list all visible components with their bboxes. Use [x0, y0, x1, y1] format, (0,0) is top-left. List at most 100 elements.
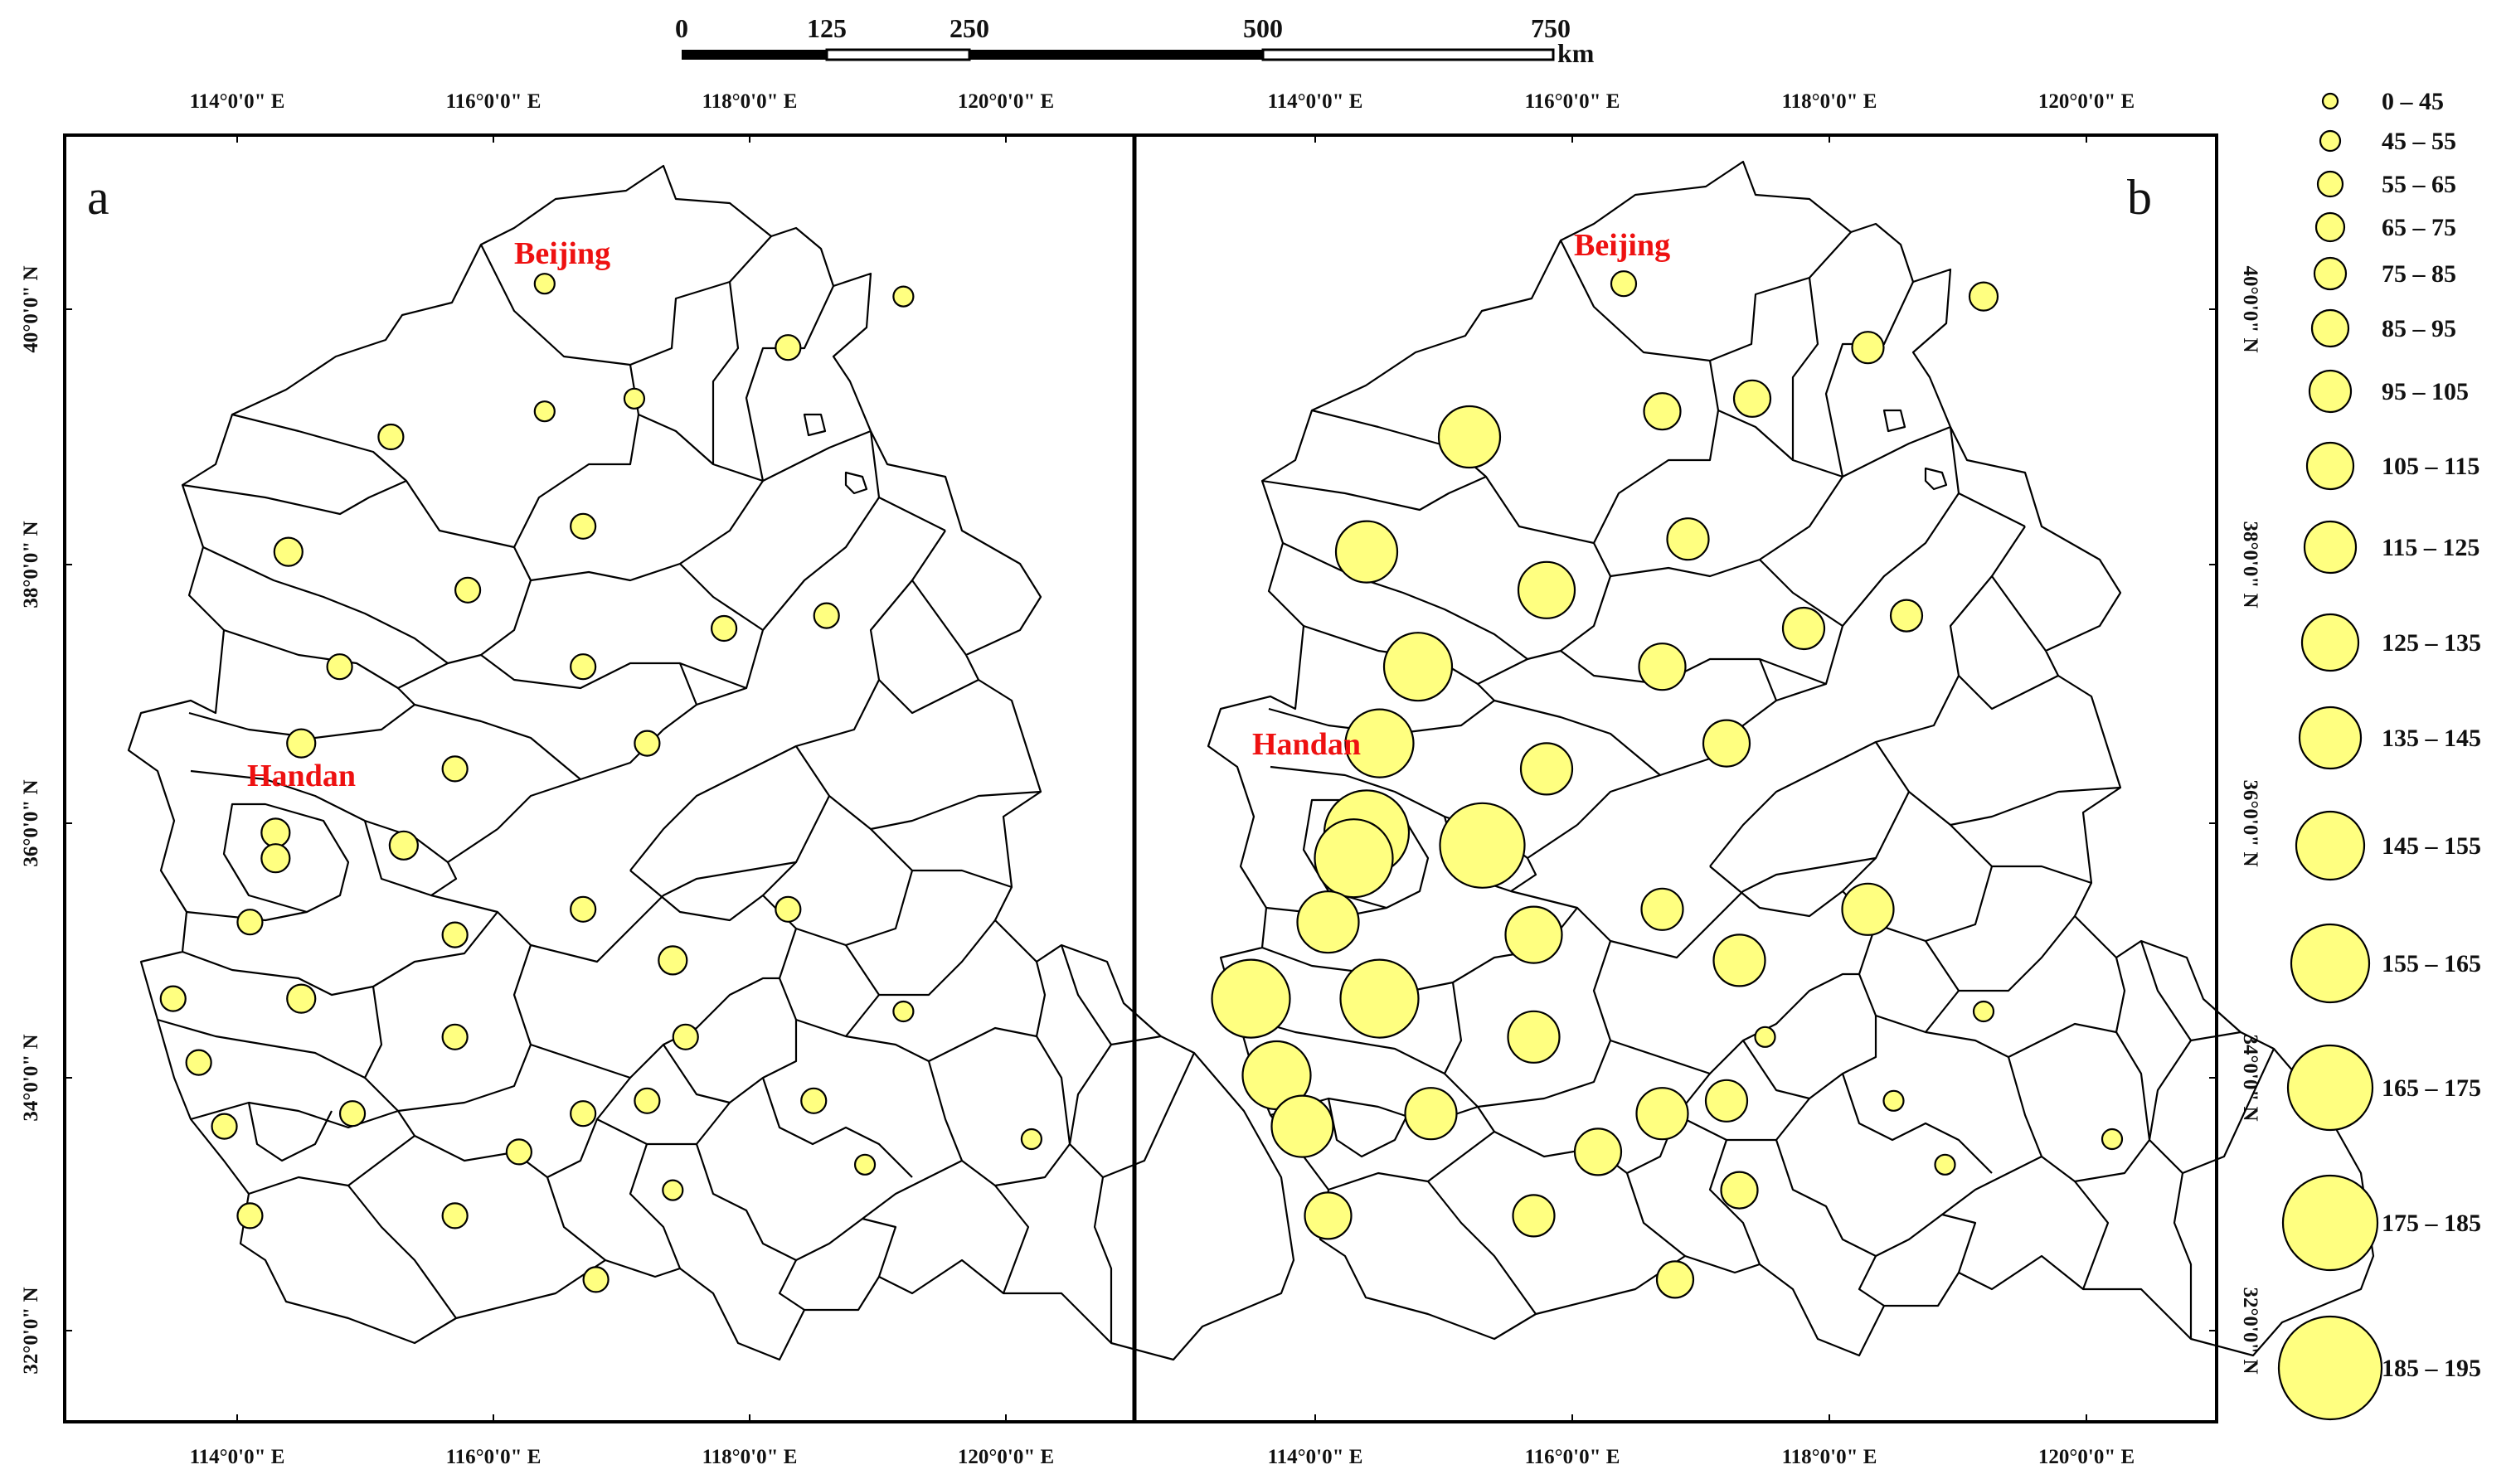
symbol-marker	[1519, 742, 1574, 796]
symbol-marker	[1720, 1171, 1759, 1210]
symbol-marker	[1296, 890, 1360, 954]
legend: 0 – 45 45 – 55 55 – 65 65 – 75 75 – 85 85 – 9…	[2277, 88, 2481, 1421]
symbol-marker	[1702, 719, 1751, 768]
legend-label: 165 – 175	[2382, 1074, 2481, 1102]
scale-tick-0: 0	[675, 13, 688, 43]
lon-label-118-a-top: 118°0'0" E	[702, 90, 798, 113]
symbol-marker	[533, 273, 556, 295]
symbol-marker	[1573, 1128, 1623, 1176]
panel-b-label-handan: Handan	[1252, 727, 1361, 762]
symbol-marker	[1934, 1153, 1956, 1176]
symbol-marker	[441, 1202, 469, 1229]
symbol-marker	[1666, 517, 1710, 561]
scale-tick-500: 500	[1243, 13, 1283, 43]
legend-label: 175 – 185	[2382, 1210, 2481, 1237]
symbol-marker	[800, 1087, 828, 1114]
panel-b-label-beijing: Beijing	[1574, 228, 1670, 263]
symbol-marker	[1382, 632, 1454, 702]
legend-label: 105 – 115	[2382, 453, 2479, 480]
symbol-marker	[388, 830, 419, 861]
scale-bar-seg-4	[1261, 48, 1555, 61]
legend-symbol	[2300, 613, 2360, 672]
symbol-marker	[273, 536, 304, 567]
symbol-marker	[236, 1202, 264, 1229]
legend-symbol	[2316, 170, 2344, 198]
legend-label: 65 – 75	[2382, 214, 2456, 241]
panel-a-label-beijing: Beijing	[514, 236, 610, 271]
panel-a-frame	[63, 133, 1136, 1423]
symbol-marker	[1640, 887, 1684, 931]
symbol-marker	[505, 1138, 533, 1166]
symbol-marker	[2101, 1128, 2124, 1151]
symbol-marker	[1841, 882, 1895, 936]
lat-label-32-b: 32°0'0" N	[2239, 1287, 2261, 1374]
symbol-marker	[1655, 1260, 1695, 1299]
symbol-marker	[1781, 606, 1826, 651]
symbol-marker	[1754, 1026, 1776, 1048]
lon-label-116-b-top: 116°0'0" E	[1525, 90, 1620, 113]
panel-a-label-handan: Handan	[247, 759, 356, 793]
symbol-marker	[570, 653, 597, 681]
scale-bar: 0 125 250 500 750 km	[675, 13, 1595, 68]
symbol-marker	[570, 895, 597, 923]
symbol-marker	[185, 1049, 212, 1076]
symbol-marker	[338, 1100, 367, 1128]
symbol-marker	[454, 576, 482, 604]
lon-label-114-b-bottom: 114°0'0" E	[1268, 1446, 1363, 1468]
scale-tick-125: 125	[807, 13, 847, 43]
panel-b-lon-bottom: 114°0'0" E 116°0'0" E 118°0'0" E 120°0'0…	[1268, 1446, 2135, 1468]
symbol-marker	[441, 1023, 469, 1050]
symbol-marker	[1712, 934, 1766, 987]
lon-label-114-b-top: 114°0'0" E	[1268, 90, 1363, 113]
scale-bar-seg-1	[682, 50, 827, 60]
legend-label: 155 – 165	[2382, 950, 2481, 977]
legend-symbol	[2303, 520, 2358, 575]
symbol-marker	[1020, 1128, 1043, 1151]
symbol-marker	[1504, 905, 1563, 964]
symbol-marker	[1517, 560, 1576, 619]
symbol-marker	[1270, 1094, 1334, 1158]
legend-label: 145 – 155	[2382, 832, 2481, 860]
lon-label-118-b-top: 118°0'0" E	[1782, 90, 1877, 113]
symbol-marker	[1512, 1194, 1556, 1238]
legend-symbol	[2305, 441, 2355, 491]
lon-label-120-a-top: 120°0'0" E	[958, 90, 1054, 113]
symbol-marker	[1643, 392, 1682, 431]
symbol-marker	[1439, 802, 1526, 889]
symbol-marker	[570, 512, 597, 540]
legend-label: 45 – 55	[2382, 128, 2456, 155]
panel-a-letter: a	[87, 170, 109, 225]
legend-symbol	[2298, 706, 2363, 770]
legend-symbol	[2321, 92, 2339, 110]
legend-symbol	[2314, 211, 2346, 243]
legend-label: 125 – 135	[2382, 629, 2481, 657]
scale-tick-750: 750	[1531, 13, 1571, 43]
legend-symbol	[2277, 1315, 2383, 1421]
symbol-marker	[672, 1023, 699, 1050]
scale-bar-seg-2	[825, 48, 971, 61]
legend-symbol	[2313, 256, 2348, 291]
lon-label-120-b-top: 120°0'0" E	[2038, 90, 2135, 113]
symbol-marker	[1882, 1089, 1905, 1112]
lon-label-118-b-bottom: 118°0'0" E	[1782, 1446, 1877, 1468]
symbol-marker	[1314, 818, 1394, 899]
symbol-marker	[1610, 270, 1638, 298]
scale-tick-250: 250	[950, 13, 989, 43]
lat-label-36-b: 36°0'0" N	[2239, 779, 2261, 866]
symbol-marker	[441, 921, 469, 948]
legend-label: 75 – 85	[2382, 260, 2456, 288]
symbol-marker	[1704, 1079, 1749, 1123]
symbol-marker	[658, 945, 688, 976]
symbol-marker	[377, 423, 405, 451]
lon-label-114-a-top: 114°0'0" E	[190, 90, 285, 113]
symbol-marker	[892, 1000, 915, 1023]
panel-a-ticks	[65, 135, 1007, 1422]
lat-label-34-a: 34°0'0" N	[20, 1034, 42, 1121]
legend-symbol	[2319, 129, 2342, 153]
symbol-marker	[1211, 958, 1291, 1039]
symbol-marker	[260, 843, 291, 874]
lon-label-120-b-bottom: 120°0'0" E	[2038, 1446, 2135, 1468]
panel-b-frame	[1133, 133, 2218, 1423]
legend-symbol	[2308, 369, 2353, 414]
